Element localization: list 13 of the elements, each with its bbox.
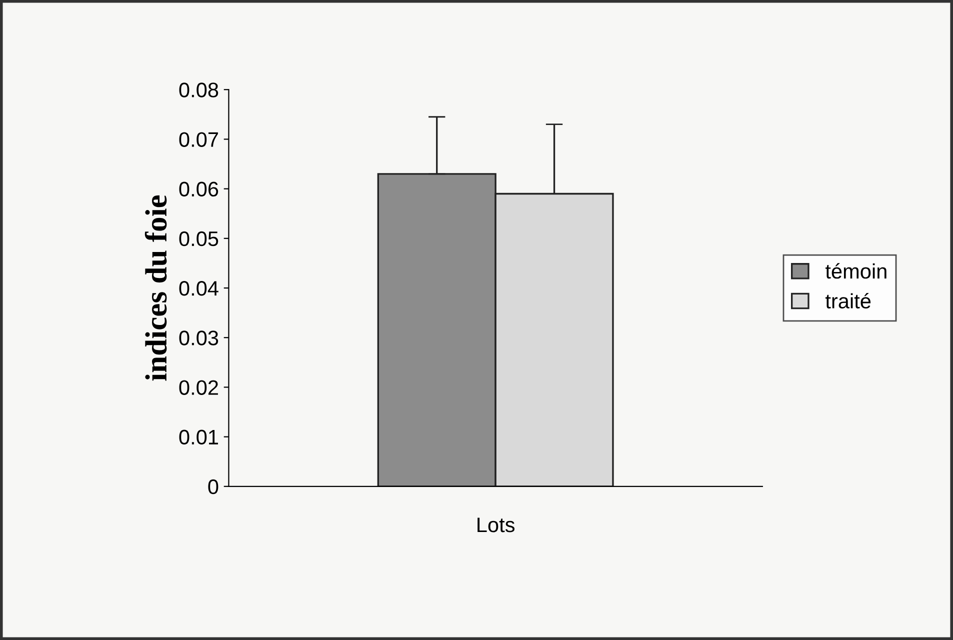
y-tick-label: 0.02 (179, 380, 218, 395)
y-tick-label: 0 (208, 479, 218, 494)
y-tick-label: 0.05 (179, 231, 218, 246)
y-axis-title: indices du foie (144, 195, 167, 381)
x-tick-label: Lots (478, 518, 514, 532)
y-tick-label: 0.07 (179, 132, 218, 147)
y-tick-label: 0.06 (179, 182, 218, 197)
y-tick-label: 0.01 (179, 430, 218, 445)
y-tick-label: 0.04 (179, 281, 218, 296)
y-tick-label: 0.08 (179, 82, 218, 98)
y-tick-label: 0.03 (179, 330, 218, 346)
legend-label: traité (825, 292, 871, 309)
legend-label: témoin (825, 263, 886, 279)
